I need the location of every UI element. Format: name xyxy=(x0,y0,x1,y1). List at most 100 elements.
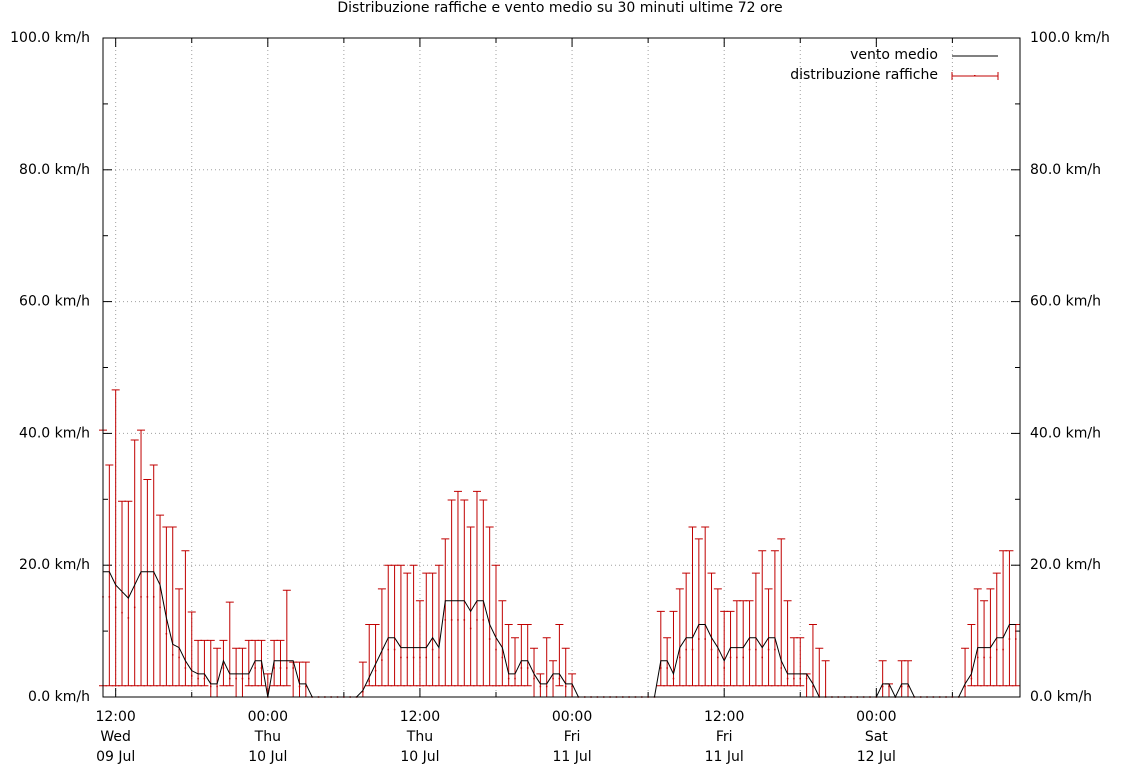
error-bar xyxy=(422,572,431,687)
error-bar xyxy=(796,637,805,687)
gust-point xyxy=(184,667,187,669)
gust-point xyxy=(216,685,218,688)
error-bar xyxy=(770,550,779,687)
error-bar xyxy=(403,572,412,687)
y-tick-label: 0.0 km/h xyxy=(28,689,90,705)
gust-point xyxy=(165,632,168,635)
gust-point xyxy=(152,596,155,598)
gust-point xyxy=(685,648,687,651)
error-bar xyxy=(992,572,1001,687)
y-tick-label: 100.0 km/h xyxy=(10,30,90,46)
gust-point xyxy=(254,667,256,669)
error-bar xyxy=(517,624,526,687)
error-bar xyxy=(1011,624,1020,687)
error-bar xyxy=(225,601,234,687)
error-bar xyxy=(149,464,158,687)
gust-point xyxy=(469,627,472,630)
gust-point xyxy=(900,685,903,688)
gust-point xyxy=(444,619,447,621)
gust-point xyxy=(374,669,377,672)
gust-point xyxy=(989,656,992,659)
error-bar xyxy=(530,647,539,698)
error-bar xyxy=(441,538,450,687)
x-tick-label: 00:00 Fri 11 Jul xyxy=(552,709,592,765)
error-bar xyxy=(904,660,913,698)
gust-point xyxy=(704,638,706,640)
error-bar xyxy=(187,611,196,687)
gust-point xyxy=(748,648,751,651)
gust-point xyxy=(241,677,244,680)
gust-point xyxy=(222,667,225,669)
gust-point xyxy=(229,677,231,680)
error-bar xyxy=(460,499,469,687)
gust-point xyxy=(805,677,808,680)
gust-point xyxy=(533,677,535,680)
gust-point xyxy=(488,638,491,640)
gust-point xyxy=(520,667,523,669)
gust-point xyxy=(178,656,180,659)
error-bar xyxy=(371,624,380,687)
gust-point xyxy=(279,667,282,669)
gust-point xyxy=(362,690,364,693)
gust-point xyxy=(235,677,237,680)
error-bar xyxy=(561,647,570,698)
gust-point xyxy=(438,656,440,659)
error-bar xyxy=(447,499,456,687)
gust-point xyxy=(729,656,732,659)
gust-point xyxy=(305,685,307,688)
x-tick-label: 00:00 Sat 12 Jul xyxy=(856,709,896,765)
error-bar xyxy=(986,588,995,687)
gust-point xyxy=(387,648,389,651)
gust-point xyxy=(406,656,409,659)
gust-point xyxy=(710,648,713,651)
gust-point xyxy=(793,677,795,680)
legend-label: distribuzione raffiche xyxy=(790,67,938,83)
gust-point xyxy=(248,677,250,680)
y2-tick-label: 0.0 km/h xyxy=(1030,689,1092,705)
error-bar xyxy=(523,624,532,687)
error-bar xyxy=(973,588,982,687)
error-bar xyxy=(878,660,887,698)
error-bar xyxy=(682,572,691,687)
gust-point xyxy=(755,648,757,651)
gust-point xyxy=(558,677,561,680)
gust-point xyxy=(976,656,979,659)
y2-tick-label: 40.0 km/h xyxy=(1030,425,1101,441)
gust-point xyxy=(298,685,301,688)
gust-point xyxy=(292,667,294,669)
y2-tick-label: 60.0 km/h xyxy=(1030,294,1101,310)
gust-point xyxy=(400,656,402,659)
error-bar xyxy=(751,572,760,687)
gust-point xyxy=(203,677,206,680)
error-bar xyxy=(276,639,285,687)
error-bar xyxy=(999,550,1008,687)
x-tick-label: 12:00 Thu 10 Jul xyxy=(400,709,440,765)
error-bar xyxy=(105,464,114,687)
gust-point xyxy=(717,656,719,659)
gust-point xyxy=(881,685,884,688)
error-bar xyxy=(492,564,500,687)
error-bar xyxy=(688,526,697,687)
gust-point xyxy=(761,656,763,659)
error-bar xyxy=(137,429,146,687)
gust-point xyxy=(457,619,459,621)
gust-point xyxy=(381,659,383,661)
gust-point xyxy=(698,638,700,640)
gust-point xyxy=(799,677,802,680)
gust-point xyxy=(983,656,985,659)
gust-point xyxy=(197,677,199,680)
error-bar xyxy=(162,526,171,687)
gust-point xyxy=(666,667,668,669)
error-bar xyxy=(428,572,437,687)
error-bar xyxy=(568,673,577,698)
error-bar xyxy=(282,589,291,687)
gust-point xyxy=(273,667,275,669)
gust-point xyxy=(210,685,212,688)
gust-point xyxy=(127,617,130,619)
gust-point xyxy=(1015,638,1017,640)
error-bar xyxy=(168,526,177,687)
gust-point xyxy=(476,619,478,621)
error-bar xyxy=(694,538,703,687)
